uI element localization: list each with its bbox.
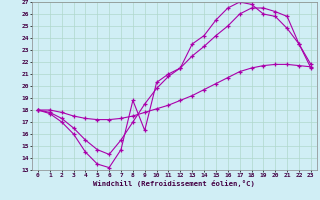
X-axis label: Windchill (Refroidissement éolien,°C): Windchill (Refroidissement éolien,°C) [93, 180, 255, 187]
